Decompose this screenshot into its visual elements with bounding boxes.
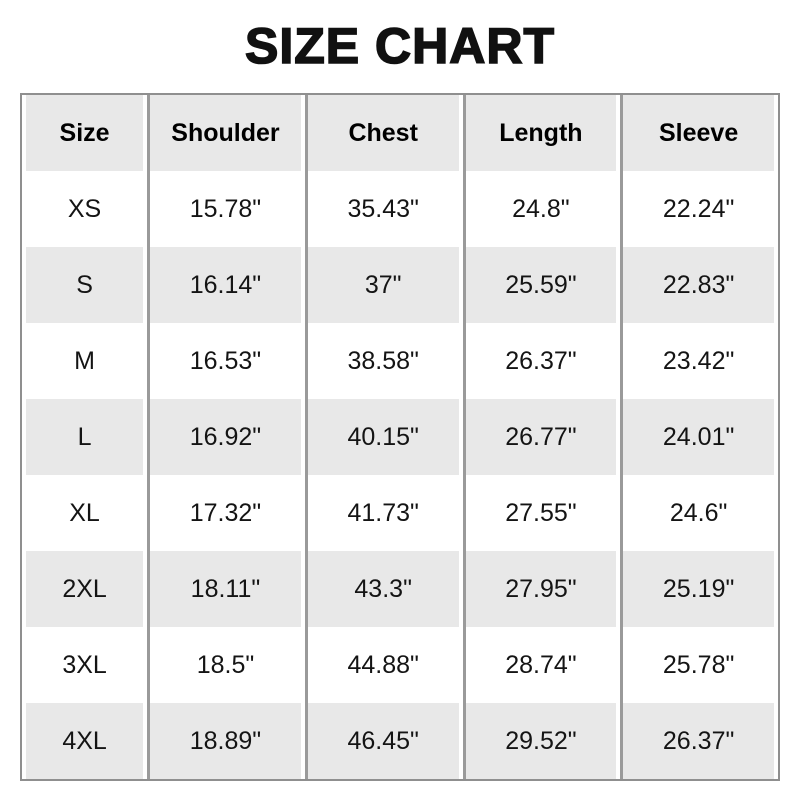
shoulder-cell: 16.92" <box>147 399 301 475</box>
length-cell: 26.77" <box>462 399 617 475</box>
chest-cell: 38.58" <box>304 323 459 399</box>
length-cell: 26.37" <box>462 323 617 399</box>
sleeve-cell: 23.42" <box>620 323 774 399</box>
size-cell: M <box>26 323 144 399</box>
sleeve-cell: 25.78" <box>620 627 774 703</box>
column-header-shoulder: Shoulder <box>147 95 301 171</box>
sleeve-cell: 25.19" <box>620 551 774 627</box>
size-cell: L <box>26 399 144 475</box>
shoulder-cell: 16.53" <box>147 323 301 399</box>
column-header-length: Length <box>462 95 617 171</box>
table-row-3xl: 3XL 18.5" 44.88" 28.74" 25.78" <box>26 627 774 703</box>
length-cell: 29.52" <box>462 703 617 779</box>
table-row-s: S 16.14" 37" 25.59" 22.83" <box>26 247 774 323</box>
column-header-size: Size <box>26 95 144 171</box>
length-cell: 24.8" <box>462 171 617 247</box>
size-cell: 2XL <box>26 551 144 627</box>
length-cell: 28.74" <box>462 627 617 703</box>
shoulder-cell: 15.78" <box>147 171 301 247</box>
table-row-xs: XS 15.78" 35.43" 24.8" 22.24" <box>26 171 774 247</box>
size-cell: S <box>26 247 144 323</box>
size-cell: XL <box>26 475 144 551</box>
sleeve-cell: 24.01" <box>620 399 774 475</box>
size-cell: XS <box>26 171 144 247</box>
page-title: SIZE CHART <box>244 17 555 75</box>
column-header-sleeve: Sleeve <box>620 95 774 171</box>
sleeve-cell: 26.37" <box>620 703 774 779</box>
table-row-4xl: 4XL 18.89" 46.45" 29.52" 26.37" <box>26 703 774 779</box>
size-cell: 3XL <box>26 627 144 703</box>
table-row-xl: XL 17.32" 41.73" 27.55" 24.6" <box>26 475 774 551</box>
length-cell: 27.55" <box>462 475 617 551</box>
chest-cell: 43.3" <box>304 551 459 627</box>
shoulder-cell: 18.5" <box>147 627 301 703</box>
chest-cell: 46.45" <box>304 703 459 779</box>
size-cell: 4XL <box>26 703 144 779</box>
shoulder-cell: 18.89" <box>147 703 301 779</box>
sleeve-cell: 24.6" <box>620 475 774 551</box>
chest-cell: 37" <box>304 247 459 323</box>
sleeve-cell: 22.83" <box>620 247 774 323</box>
length-cell: 27.95" <box>462 551 617 627</box>
chest-cell: 44.88" <box>304 627 459 703</box>
shoulder-cell: 17.32" <box>147 475 301 551</box>
shoulder-cell: 18.11" <box>147 551 301 627</box>
chest-cell: 41.73" <box>304 475 459 551</box>
length-cell: 25.59" <box>462 247 617 323</box>
table-row-m: M 16.53" 38.58" 26.37" 23.42" <box>26 323 774 399</box>
header-row: Size Shoulder Chest Length Sleeve <box>26 95 774 171</box>
chest-cell: 40.15" <box>304 399 459 475</box>
sleeve-cell: 22.24" <box>620 171 774 247</box>
table-row-2xl: 2XL 18.11" 43.3" 27.95" 25.19" <box>26 551 774 627</box>
shoulder-cell: 16.14" <box>147 247 301 323</box>
size-chart-table: Size Shoulder Chest Length Sleeve XS 15.… <box>20 93 780 781</box>
column-header-chest: Chest <box>304 95 459 171</box>
chest-cell: 35.43" <box>304 171 459 247</box>
table-row-l: L 16.92" 40.15" 26.77" 24.01" <box>26 399 774 475</box>
